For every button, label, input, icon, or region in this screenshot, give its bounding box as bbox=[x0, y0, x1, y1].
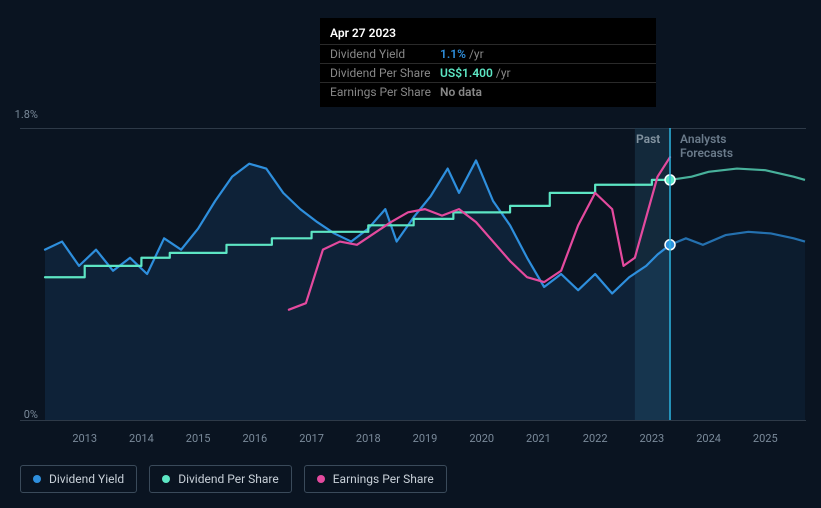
x-axis-tick: 2024 bbox=[696, 432, 721, 445]
legend-label: Dividend Per Share bbox=[178, 472, 279, 486]
legend-dot-icon bbox=[33, 475, 41, 483]
x-axis-tick: 2014 bbox=[129, 432, 154, 445]
tooltip-row: Dividend Per ShareUS$1.400/yr bbox=[320, 63, 656, 82]
series-area bbox=[45, 160, 670, 420]
chart-legend: Dividend Yield Dividend Per Share Earnings… bbox=[20, 465, 447, 493]
tooltip-metric-label: Dividend Per Share bbox=[330, 66, 440, 80]
chart-bottom-border bbox=[20, 420, 806, 421]
chart-plot[interactable] bbox=[45, 128, 805, 420]
x-axis-tick: 2021 bbox=[526, 432, 551, 445]
tooltip-metric-value: No data bbox=[440, 85, 482, 99]
tooltip-metric-label: Earnings Per Share bbox=[330, 85, 440, 99]
x-axis-tick: 2020 bbox=[469, 432, 494, 445]
tooltip-metric-suffix: /yr bbox=[469, 47, 484, 61]
tooltip-metric-label: Dividend Yield bbox=[330, 47, 440, 61]
x-axis-tick: 2013 bbox=[72, 432, 97, 445]
legend-dot-icon bbox=[317, 475, 325, 483]
x-axis-tick: 2017 bbox=[299, 432, 324, 445]
series-line-forecast[interactable] bbox=[670, 169, 805, 180]
legend-label: Dividend Yield bbox=[49, 472, 124, 486]
y-axis-min-label: 0% bbox=[24, 408, 38, 421]
x-axis-tick: 2025 bbox=[753, 432, 778, 445]
tooltip-metric-value: US$1.400 bbox=[440, 66, 493, 80]
x-axis-tick: 2015 bbox=[186, 432, 211, 445]
tooltip-metric-value: 1.1% bbox=[440, 47, 466, 61]
x-axis-tick: 2023 bbox=[639, 432, 664, 445]
legend-item[interactable]: Earnings Per Share bbox=[304, 465, 447, 493]
x-axis-tick: 2016 bbox=[242, 432, 267, 445]
x-axis-tick: 2022 bbox=[583, 432, 608, 445]
x-axis-tick: 2019 bbox=[413, 432, 438, 445]
legend-item[interactable]: Dividend Per Share bbox=[149, 465, 292, 493]
y-axis-max-label: 1.8% bbox=[15, 108, 38, 121]
chart-tooltip: Apr 27 2023 Dividend Yield1.1%/yrDividen… bbox=[320, 18, 656, 107]
tooltip-row: Dividend Yield1.1%/yr bbox=[320, 44, 656, 63]
tooltip-metric-suffix: /yr bbox=[496, 66, 511, 80]
tooltip-date: Apr 27 2023 bbox=[320, 24, 656, 44]
legend-label: Earnings Per Share bbox=[333, 472, 434, 486]
series-area-forecast bbox=[670, 232, 805, 420]
tooltip-row: Earnings Per ShareNo data bbox=[320, 82, 656, 101]
x-axis-tick: 2018 bbox=[356, 432, 381, 445]
legend-item[interactable]: Dividend Yield bbox=[20, 465, 137, 493]
legend-dot-icon bbox=[162, 475, 170, 483]
